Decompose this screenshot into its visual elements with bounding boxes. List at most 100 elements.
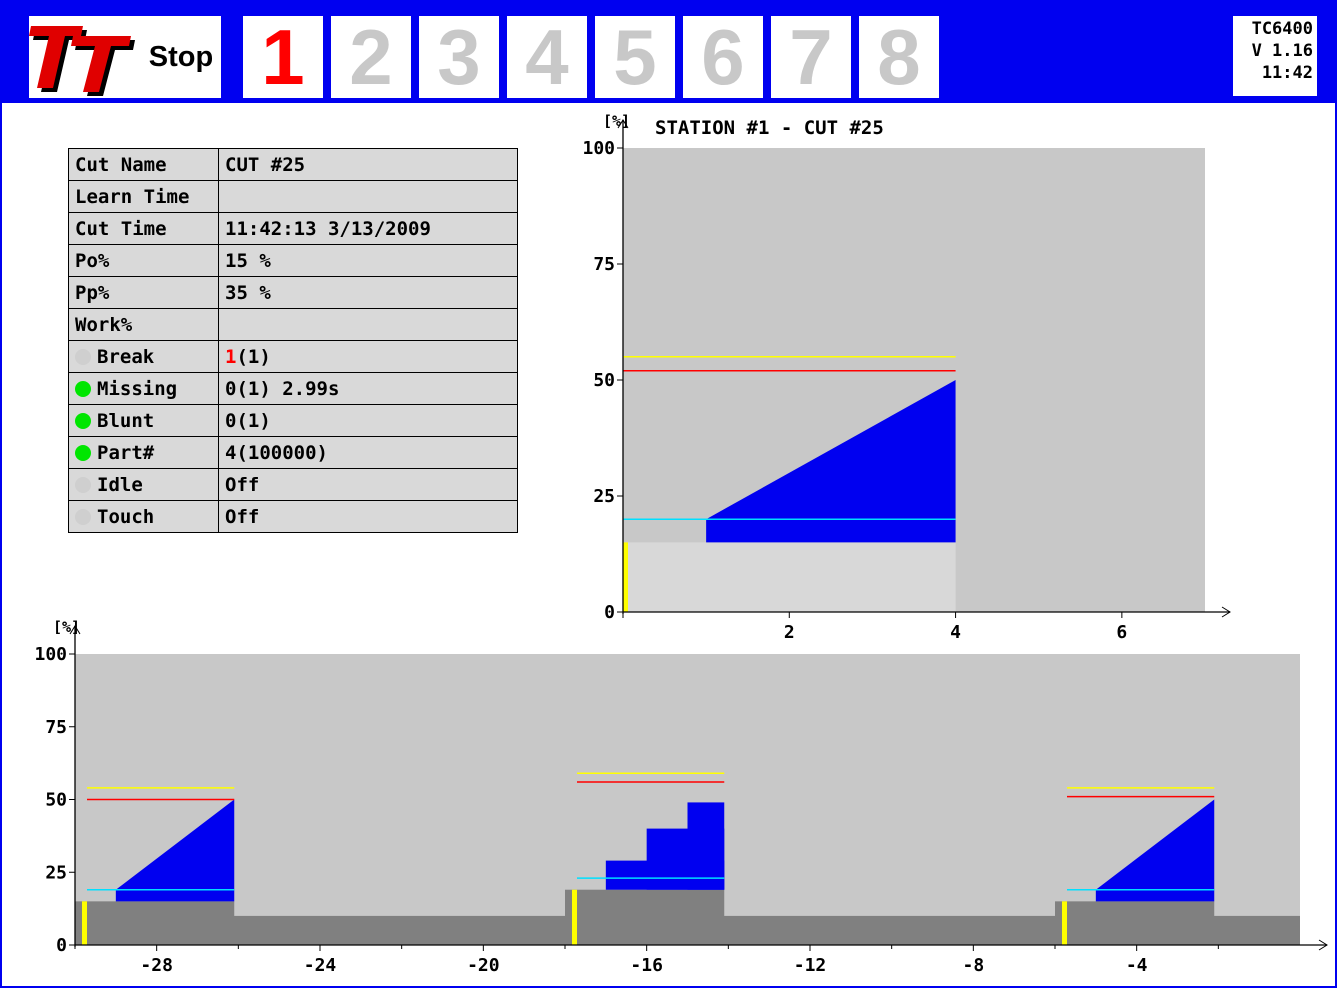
station-button-2[interactable]: 2 xyxy=(331,16,411,98)
version-box: TC6400 V 1.16 11:42 xyxy=(1233,16,1317,96)
model-label: TC6400 xyxy=(1251,19,1313,39)
monitor-label: Missing xyxy=(97,377,178,400)
monitor-label-cell: Touch xyxy=(68,500,219,533)
station-button-6[interactable]: 6 xyxy=(683,16,763,98)
monitor-count: 0 xyxy=(225,409,237,432)
info-row: Work% xyxy=(68,308,518,341)
cut-load-0 xyxy=(115,799,235,902)
monitor-label: Break xyxy=(97,345,155,368)
x-tick-label: -28 xyxy=(140,955,173,976)
x-axis-arrow xyxy=(1221,606,1231,618)
clock: 11:42 xyxy=(1261,63,1313,83)
status-led-icon xyxy=(75,508,91,525)
monitor-value: (1) xyxy=(236,409,271,432)
y-tick-label: 100 xyxy=(582,138,615,159)
status-led-icon xyxy=(75,476,91,493)
version-label: V 1.16 xyxy=(1251,41,1313,61)
stop-button[interactable]: Stop xyxy=(141,16,221,98)
monitor-count: 1 xyxy=(225,345,237,368)
monitor-row-part[interactable]: Part# 4(100000) xyxy=(68,436,518,469)
y-tick-label: 0 xyxy=(604,602,615,623)
cut-start-marker xyxy=(572,889,577,945)
monitor-label: Touch xyxy=(97,505,155,528)
info-row: Learn Time xyxy=(68,180,518,213)
monitor-count: 4 xyxy=(225,441,237,464)
info-value: 15 % xyxy=(218,244,518,277)
cut-step-1-2 xyxy=(687,802,725,890)
monitor-row-touch[interactable]: Touch Off xyxy=(68,500,518,533)
x-tick-label: 4 xyxy=(950,622,961,643)
x-tick-label: -12 xyxy=(794,955,827,976)
history-chart: 0 25 50 75 100 -28 -24 -20 -16 -12 -8 -4 [%] xyxy=(34,618,1328,976)
station-button-4[interactable]: 4 xyxy=(507,16,587,98)
status-led-icon xyxy=(75,444,91,461)
info-row: Po% 15 % xyxy=(68,244,518,277)
info-value xyxy=(218,308,518,341)
cut-start-marker xyxy=(82,901,87,945)
cut-info-table: Cut Name CUT #25 Learn Time Cut Time 11:42:1… xyxy=(68,148,518,533)
chart-title: STATION #1 - CUT #25 xyxy=(655,117,884,139)
monitor-count: Off xyxy=(225,505,260,528)
monitor-row-missing[interactable]: Missing 0(1) 2.99s xyxy=(68,372,518,405)
monitor-value-cell: Off xyxy=(218,500,518,533)
monitor-value: (1) 2.99s xyxy=(236,377,340,400)
monitor-row-break[interactable]: Break 1(1) xyxy=(68,340,518,373)
cut-base-1 xyxy=(565,889,725,945)
x-tick-label: -8 xyxy=(962,955,984,976)
monitor-count: 0 xyxy=(225,377,237,400)
info-value: 11:42:13 3/13/2009 xyxy=(218,212,518,245)
x-tick-label: 2 xyxy=(784,622,795,643)
info-row: Cut Name CUT #25 xyxy=(68,148,518,181)
monitor-label-cell: Idle xyxy=(68,468,219,501)
monitor-label: Part# xyxy=(97,441,155,464)
station-button-3[interactable]: 3 xyxy=(419,16,499,98)
station-chart: 0 25 50 75 100 2 4 6 [%] STATION #1 - CUT #25 xyxy=(582,112,1231,643)
info-label: Cut Time xyxy=(68,212,219,245)
y-tick-label: 25 xyxy=(45,862,67,883)
monitor-count: Off xyxy=(225,473,260,496)
monitor-value-cell: Off xyxy=(218,468,518,501)
y-axis-arrow xyxy=(617,119,629,129)
monitor-label-cell: Blunt xyxy=(68,404,219,437)
info-row: Pp% 35 % xyxy=(68,276,518,309)
cut-start-marker xyxy=(1062,901,1067,945)
station-button-1[interactable]: 1 xyxy=(243,16,323,98)
station-button-8[interactable]: 8 xyxy=(859,16,939,98)
cut-base-0 xyxy=(75,901,235,945)
info-value xyxy=(218,180,518,213)
monitor-label: Idle xyxy=(97,473,143,496)
start-marker-0 xyxy=(623,542,628,612)
x-axis-arrow xyxy=(1318,939,1328,951)
y-tick-label: 100 xyxy=(34,644,67,665)
monitor-value: (1) xyxy=(236,345,271,368)
y-tick-label: 0 xyxy=(56,935,67,956)
x-tick-label: -24 xyxy=(304,955,337,976)
info-row: Cut Time 11:42:13 3/13/2009 xyxy=(68,212,518,245)
monitor-row-blunt[interactable]: Blunt 0(1) xyxy=(68,404,518,437)
monitor-value-cell: 0(1) 2.99s xyxy=(218,372,518,405)
y-tick-label: 50 xyxy=(593,370,615,391)
cut-load-2 xyxy=(1095,799,1215,902)
x-tick-label: 6 xyxy=(1116,622,1127,643)
y-tick-label: 75 xyxy=(45,717,67,738)
cut-base-2 xyxy=(1055,901,1215,945)
info-value: CUT #25 xyxy=(218,148,518,181)
monitor-row-idle[interactable]: Idle Off xyxy=(68,468,518,501)
station-button-5[interactable]: 5 xyxy=(595,16,675,98)
info-label: Po% xyxy=(68,244,219,277)
station-button-7[interactable]: 7 xyxy=(771,16,851,98)
status-led-icon xyxy=(75,380,91,397)
x-tick-label: -4 xyxy=(1126,955,1148,976)
base-load-area xyxy=(623,542,956,612)
tt-logo[interactable] xyxy=(29,16,141,98)
status-led-icon xyxy=(75,412,91,429)
monitor-value-cell: 0(1) xyxy=(218,404,518,437)
info-label: Learn Time xyxy=(68,180,219,213)
y-axis-arrow xyxy=(69,625,81,635)
status-led-icon xyxy=(75,348,91,365)
x-tick-label: -16 xyxy=(630,955,663,976)
y-tick-label: 25 xyxy=(593,486,615,507)
y-tick-label: 50 xyxy=(45,790,67,811)
monitor-value: (100000) xyxy=(236,441,328,464)
